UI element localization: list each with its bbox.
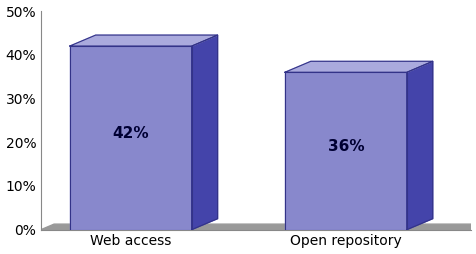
Text: 36%: 36% [327, 139, 364, 154]
Polygon shape [191, 35, 217, 230]
Polygon shape [69, 35, 217, 46]
Polygon shape [41, 224, 476, 230]
Polygon shape [406, 61, 432, 230]
Polygon shape [284, 72, 406, 230]
Polygon shape [69, 46, 191, 230]
Polygon shape [284, 61, 432, 72]
Text: 42%: 42% [112, 126, 149, 141]
